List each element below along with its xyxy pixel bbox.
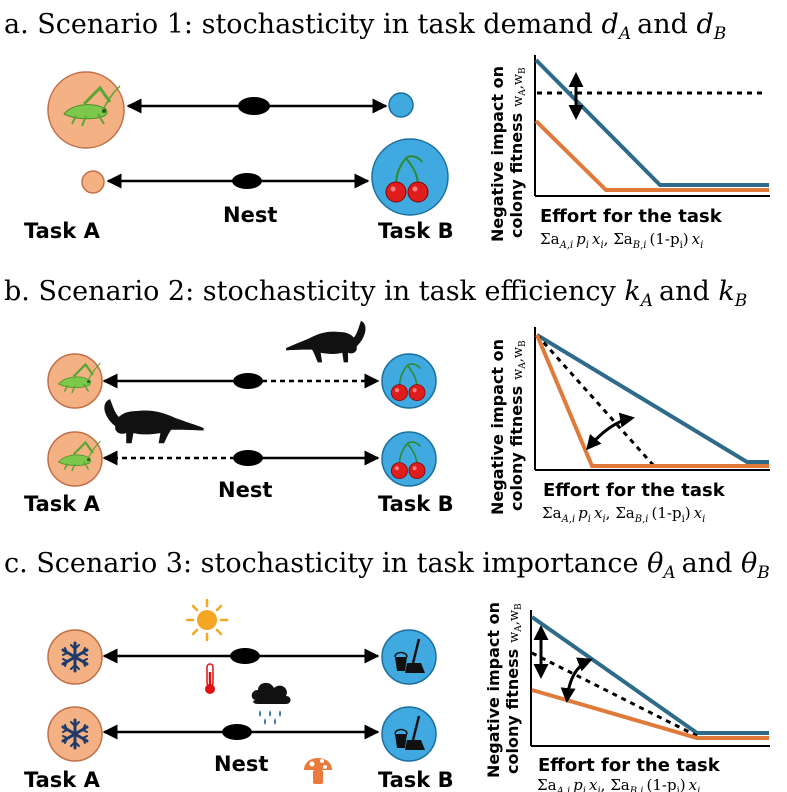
nest-node-top (238, 97, 270, 115)
panel-b-title: b. Scenario 2: stochasticity in task eff… (4, 276, 747, 311)
plot-c-formula: ΣaA,i pi xi, ΣaB,i (1-pi) xi (537, 776, 700, 792)
plot-c-ylabel-1: Negative impact on (484, 602, 503, 778)
plot-c-ylabel-2: colony fitnesswA,wB (503, 603, 524, 774)
plot-b: Negative impact on colony fitnesswA,wB E… (488, 327, 770, 525)
plot-c-curved-arrow (560, 657, 593, 703)
task-b-label: Task B (378, 492, 454, 516)
plot-b-curved-arrow (586, 412, 635, 451)
plot-c-xlabel: Effort for the task (538, 755, 721, 776)
task-a-label: Task A (24, 219, 101, 243)
mushroom-icon (304, 758, 332, 784)
nest-label: Nest (223, 203, 277, 227)
panel-a-title: a. Scenario 1: stochasticity in task dem… (4, 9, 726, 44)
task-b-circle-large (371, 138, 449, 216)
panel-a: a. Scenario 1: stochasticity in task dem… (4, 9, 770, 251)
task-a-label: Task A (24, 492, 101, 516)
nest-node-top (230, 648, 260, 664)
task-a-label: Task A (24, 768, 101, 792)
task-b-circle-top (381, 629, 437, 685)
panel-c-title: c. Scenario 3: stochasticity in task imp… (4, 548, 770, 583)
task-b-circle-bottom (381, 706, 437, 762)
thermometer-icon (205, 663, 215, 694)
plot-c-blue-line (530, 615, 769, 735)
anteater-icon (286, 320, 366, 363)
nest-label: Nest (218, 478, 272, 502)
nest-node-bottom (232, 173, 262, 189)
plot-c-orange-line (531, 688, 769, 740)
nest-node-bottom (222, 724, 252, 740)
panel-b: b. Scenario 2: stochasticity in task eff… (4, 276, 770, 525)
anteater-icon (104, 399, 204, 444)
task-b-circle-small (388, 92, 414, 118)
plot-b-orange-line (535, 334, 769, 468)
plot-c: Negative impact on colony fitnesswA,wB E… (484, 602, 770, 792)
plot-a-ylabel-1: Negative impact on (488, 66, 507, 242)
plot-a-ylabel-2: colony fitnesswA,wB (507, 67, 528, 238)
task-a-circle-small (81, 170, 105, 194)
nest-node-top (233, 373, 263, 389)
plot-a-blue-line (534, 58, 769, 187)
plot-a-orange-line (534, 119, 769, 192)
plot-b-xlabel: Effort for the task (543, 480, 726, 501)
plot-b-dashed-line (535, 334, 656, 467)
plot-b-ylabel-2: colony fitnesswA,wB (507, 340, 528, 511)
task-b-label: Task B (378, 768, 454, 792)
nest-node-bottom (233, 450, 263, 466)
task-b-circle-top (381, 353, 437, 409)
plot-b-blue-line (535, 333, 769, 464)
task-b-circle-bottom (381, 431, 437, 487)
plot-a-xlabel: Effort for the task (540, 206, 723, 227)
plot-a-formula: ΣaA,i pi xi, ΣaB,i (1-pi) xi (540, 230, 703, 251)
plot-b-formula: ΣaA,i pi xi, ΣaB,i (1-pi) xi (542, 504, 705, 525)
task-b-label: Task B (378, 219, 454, 243)
nest-label: Nest (214, 752, 268, 776)
plot-c-dashed-line (531, 651, 698, 738)
panel-c: c. Scenario 3: stochasticity in task imp… (4, 548, 770, 792)
plot-a: Negative impact on colony fitnesswA,wB E… (488, 55, 770, 251)
rain-cloud-icon (251, 682, 291, 725)
plot-b-ylabel-1: Negative impact on (488, 339, 507, 515)
sun-icon (185, 598, 229, 642)
